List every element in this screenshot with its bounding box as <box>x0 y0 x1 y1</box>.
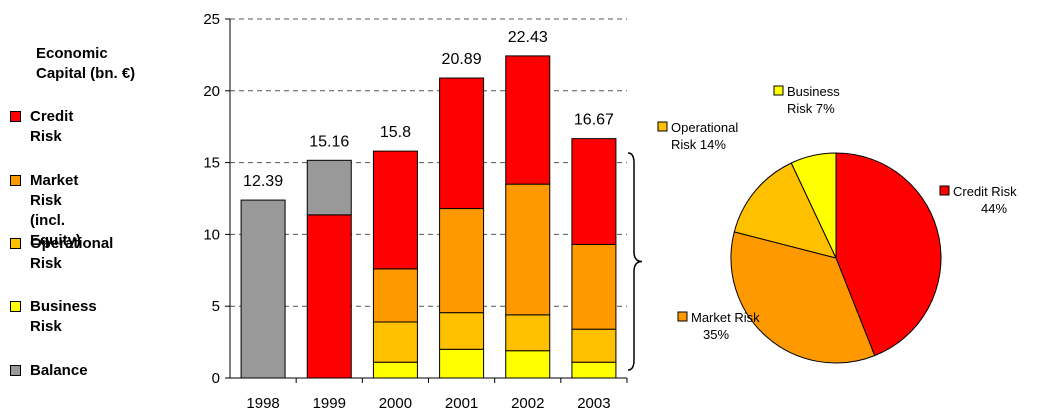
y-tick-label: 25 <box>203 11 220 28</box>
bar-segment-credit-risk <box>572 139 616 245</box>
x-tick-label: 2001 <box>445 395 478 412</box>
y-tick-label: 20 <box>203 83 220 100</box>
stacked-bar-chart: 0 5 10 15 20 25 12.39 1998 15.16 1999 15.8 2000 20.8… <box>0 0 660 415</box>
bar-segment-operational-risk <box>506 315 550 351</box>
pie-label-business-risk: Business Risk 7% <box>774 84 840 116</box>
pie-label-name: Operational <box>671 120 738 135</box>
bar-segment-market-risk-incl-equity <box>572 244 616 329</box>
bar-total-label: 15.16 <box>309 133 349 150</box>
bar-segment-operational-risk <box>373 322 417 362</box>
bar-segment-credit-risk <box>506 56 550 184</box>
pie-label-name: Business <box>787 84 840 99</box>
pie-label-pct: Risk 7% <box>787 101 835 116</box>
bar-segment-business-risk <box>572 362 616 378</box>
x-tick-label: 1998 <box>246 395 279 412</box>
pie-label-swatch-business-risk <box>774 86 783 95</box>
y-tick-label: 10 <box>203 226 220 243</box>
pie-chart: Credit Risk 44% Market Risk 35% Operational R… <box>640 0 1038 415</box>
bar-total-label: 20.89 <box>442 51 482 68</box>
bar-segment-balance <box>241 200 285 378</box>
x-tick-label: 1999 <box>313 395 346 412</box>
y-tick-label: 5 <box>212 298 220 315</box>
bar-segment-credit-risk <box>440 78 484 209</box>
x-tick-label: 2002 <box>511 395 544 412</box>
y-tick-label: 0 <box>212 370 220 387</box>
bar-segment-business-risk <box>373 362 417 378</box>
bar-total-label: 12.39 <box>243 173 283 190</box>
bar-total-label: 15.8 <box>380 124 411 141</box>
pie-label-swatch-operational-risk <box>658 122 667 131</box>
pie-label-operational-risk: Operational Risk 14% <box>658 120 738 152</box>
bar-segment-credit-risk <box>373 151 417 269</box>
pie-label-pct: 35% <box>703 327 729 342</box>
bar-segment-credit-risk <box>307 215 351 378</box>
x-tick-label: 2003 <box>577 395 610 412</box>
bar-segment-operational-risk <box>440 313 484 350</box>
bar-segment-market-risk-incl-equity <box>373 269 417 322</box>
bar-segment-business-risk <box>506 351 550 378</box>
pie-label-market-risk: Market Risk 35% <box>678 310 760 342</box>
bar-segment-operational-risk <box>572 329 616 362</box>
pie-label-name: Credit Risk <box>953 184 1017 199</box>
bar-segment-balance <box>307 160 351 215</box>
y-tick-label: 15 <box>203 155 220 172</box>
pie-label-name: Market Risk <box>691 310 760 325</box>
pie-label-swatch-credit-risk <box>940 186 949 195</box>
bar-total-label: 22.43 <box>508 29 548 46</box>
pie-label-pct: 44% <box>981 201 1007 216</box>
bar-segment-market-risk-incl-equity <box>506 184 550 315</box>
bar-segment-business-risk <box>440 349 484 378</box>
pie-label-credit-risk: Credit Risk 44% <box>940 184 1017 216</box>
pie-label-swatch-market-risk <box>678 312 687 321</box>
pie-label-pct: Risk 14% <box>671 137 726 152</box>
bar-segment-market-risk-incl-equity <box>440 209 484 313</box>
bar-total-label: 16.67 <box>574 112 614 129</box>
x-tick-label: 2000 <box>379 395 412 412</box>
